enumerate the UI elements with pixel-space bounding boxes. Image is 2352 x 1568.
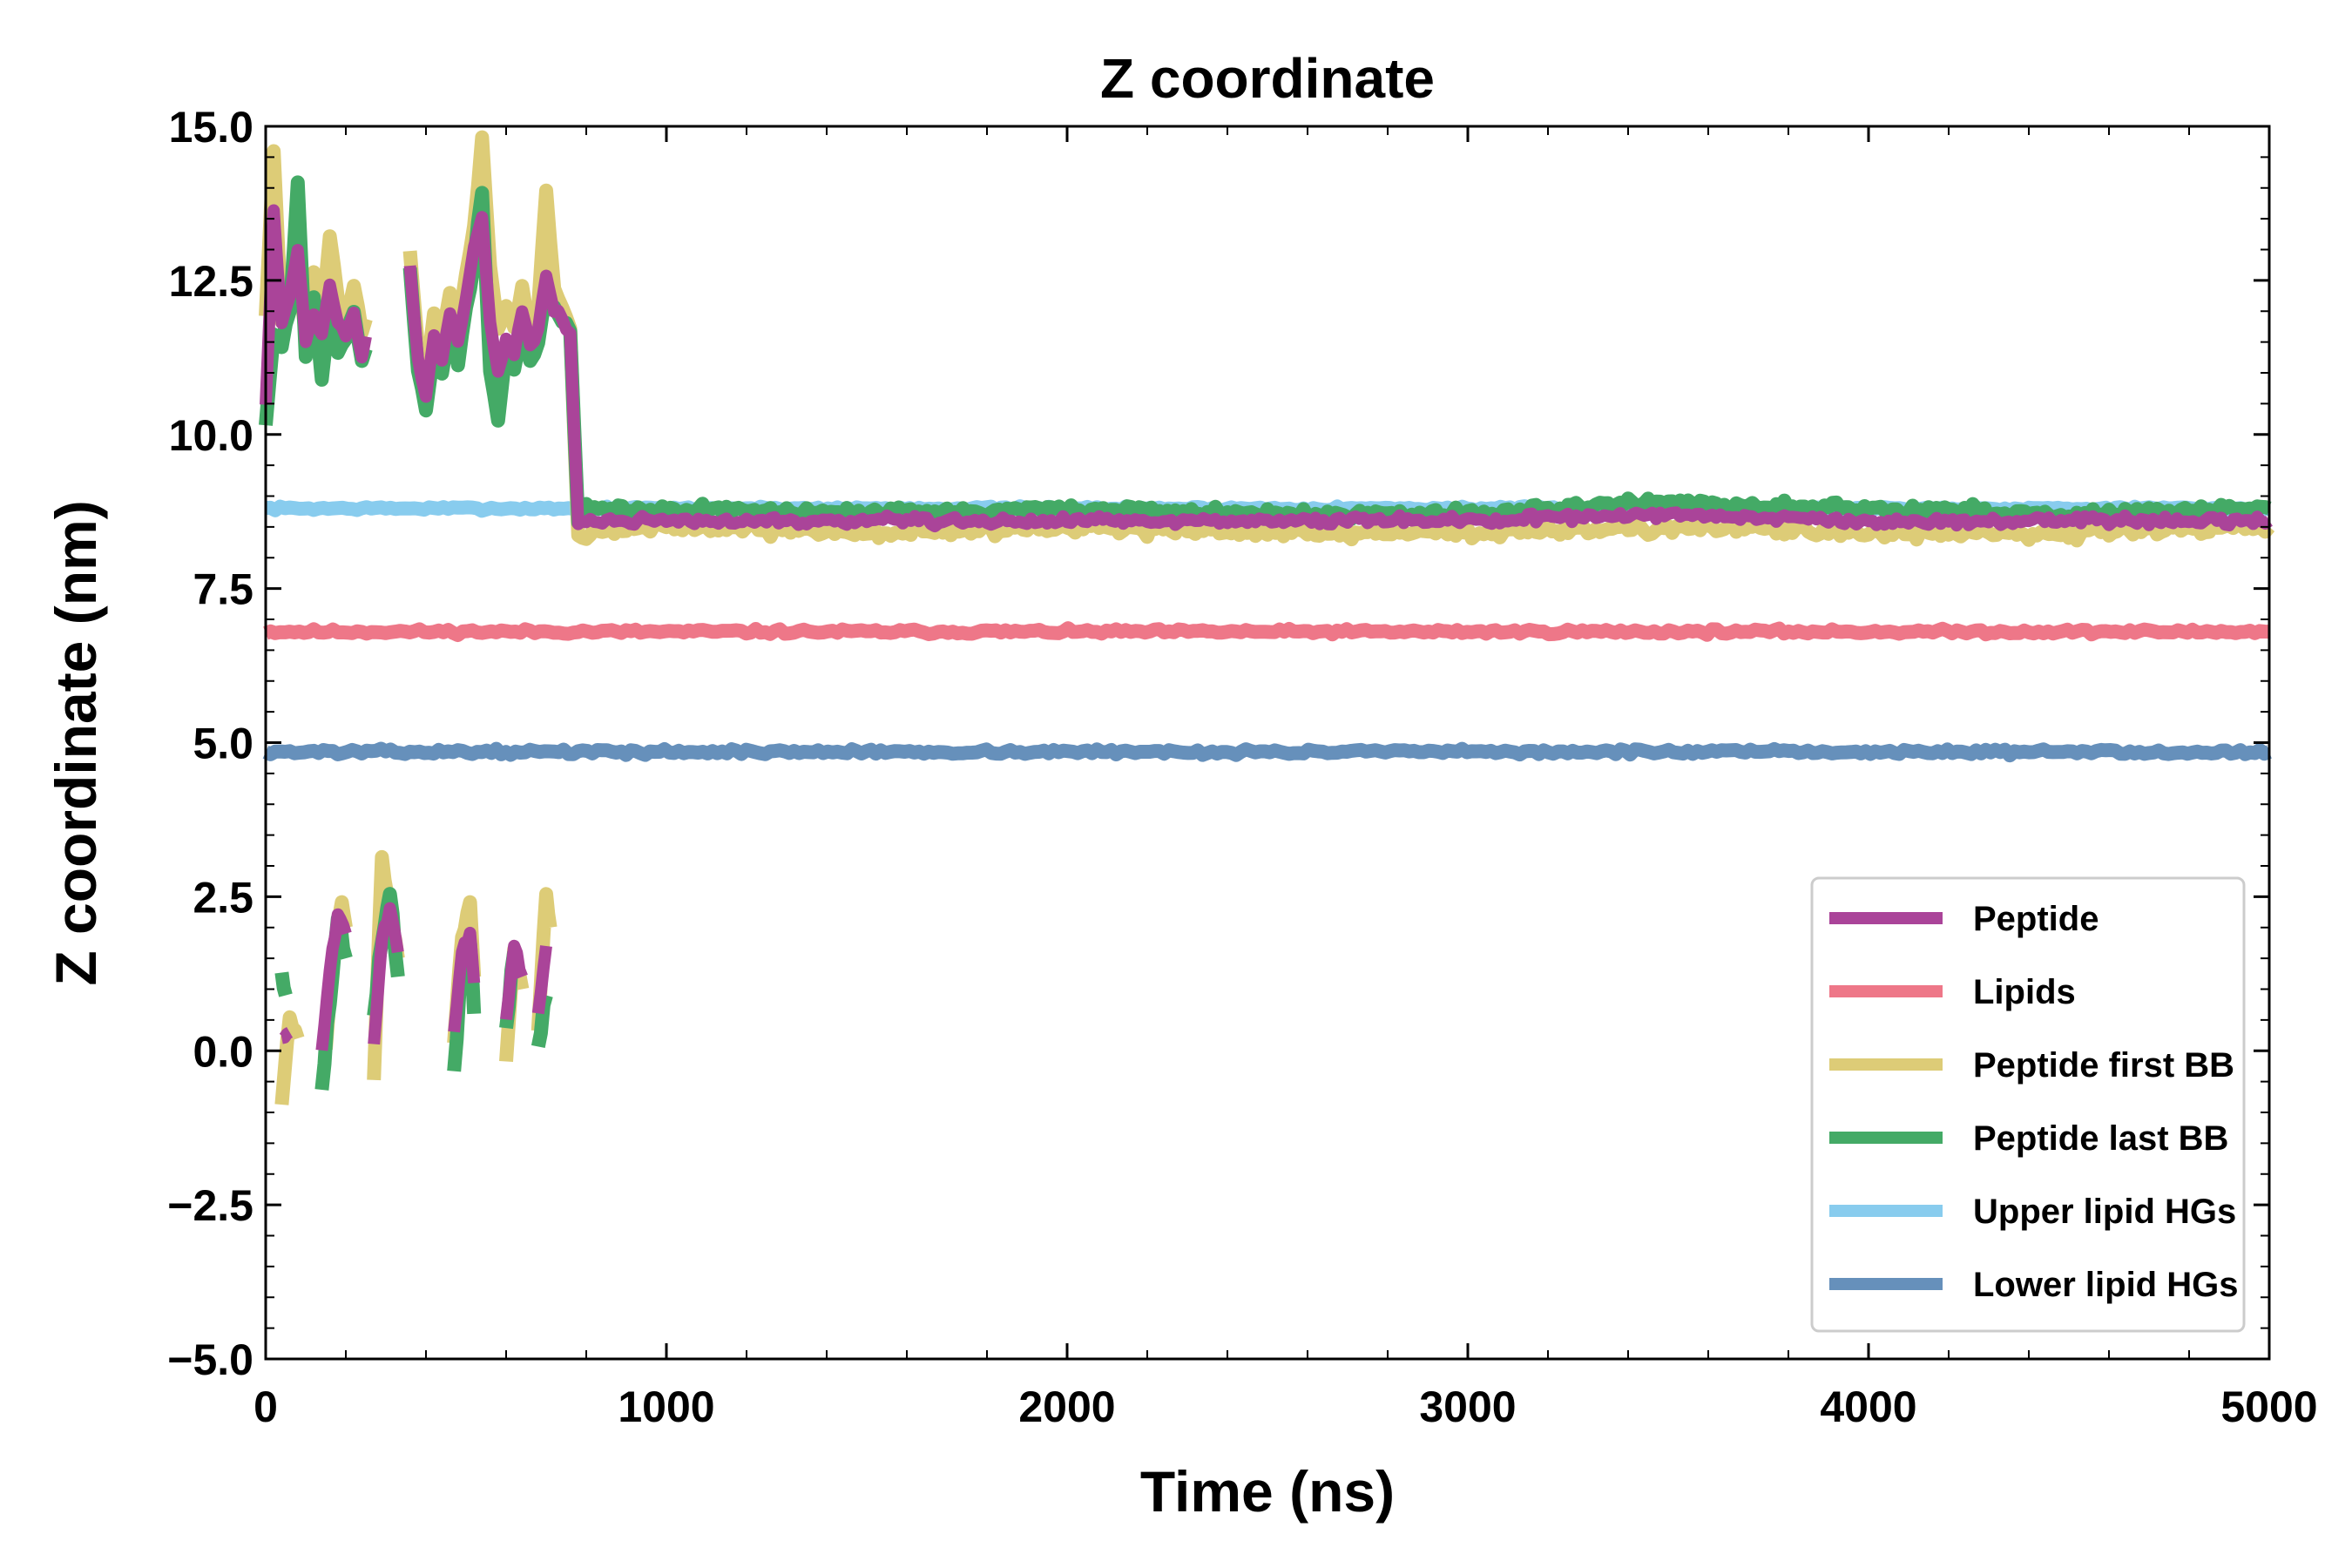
legend: Peptide Lipids Peptide first BB Peptide las… xyxy=(1810,876,2246,1333)
series-layer xyxy=(259,130,2275,1105)
y-tick-label: 5.0 xyxy=(193,720,253,768)
y-axis-label: Z coordinate (nm) xyxy=(44,500,108,985)
legend-label-peptide-first-bb: Peptide first BB xyxy=(1973,1046,2234,1085)
y-tick-label: 15.0 xyxy=(169,103,253,152)
x-tick-label: 4000 xyxy=(1820,1382,1916,1431)
chart-title: Z coordinate xyxy=(1100,47,1435,110)
x-axis-label: Time (ns) xyxy=(1140,1459,1395,1524)
series-lower-lipid-hgs xyxy=(262,741,2272,763)
x-tick-label: 2000 xyxy=(1018,1382,1115,1431)
series-peptide xyxy=(260,204,2273,1051)
legend-label-lipids: Lipids xyxy=(1973,973,2076,1011)
legend-label-peptide-last-bb: Peptide last BB xyxy=(1973,1119,2228,1158)
x-tick-label: 1000 xyxy=(618,1382,714,1431)
y-tick-label: 0.0 xyxy=(193,1027,253,1076)
y-tick-label: 2.5 xyxy=(193,873,253,922)
legend-label-lower-lipid-hgs: Lower lipid HGs xyxy=(1973,1266,2238,1304)
x-tick-label: 0 xyxy=(253,1382,278,1431)
x-tick-label: 5000 xyxy=(2220,1382,2317,1431)
legend-box xyxy=(1810,876,2246,1333)
y-tick-label: 10.0 xyxy=(169,411,253,460)
legend-label-upper-lipid-hgs: Upper lipid HGs xyxy=(1973,1193,2236,1231)
y-tick-label: 12.5 xyxy=(169,257,253,306)
x-tick-label: 3000 xyxy=(1419,1382,1516,1431)
y-tick-label: −2.5 xyxy=(167,1181,253,1230)
y-tick-label: −5.0 xyxy=(167,1335,253,1384)
series-lipids xyxy=(263,621,2272,642)
legend-label-peptide: Peptide xyxy=(1973,900,2099,938)
axes: 0 1000 2000 3000 4000 5000 −5.0 −2.5 0.0 2.5 5.0 7.… xyxy=(167,103,2317,1431)
y-tick-label: 7.5 xyxy=(193,565,253,614)
